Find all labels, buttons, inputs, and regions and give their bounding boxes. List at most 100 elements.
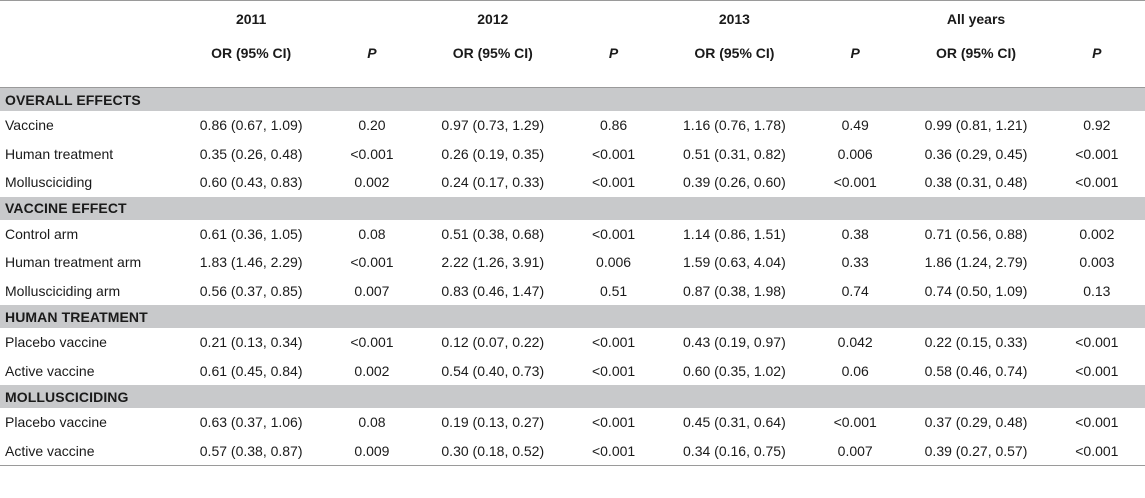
- p-value-cell: <0.001: [591, 145, 636, 162]
- or-ci-cell: 0.38 (0.31, 0.48): [924, 174, 1028, 191]
- p-value-cell: 0.042: [837, 334, 873, 351]
- p-value-cell: 0.006: [837, 145, 873, 162]
- row-label: Mollusciciding arm: [5, 282, 121, 299]
- header-sub-row: OR (95% CI) P OR (95% CI) P OR (95% CI) …: [0, 37, 1145, 69]
- p-value-cell: <0.001: [591, 362, 636, 379]
- or-ci-cell: 1.86 (1.24, 2.79): [924, 254, 1028, 271]
- or-ci-cell: 2.22 (1.26, 3.91): [441, 254, 545, 271]
- row-label: Placebo vaccine: [5, 334, 107, 351]
- row-label: Control arm: [5, 225, 79, 242]
- or-ci-cell: 0.22 (0.15, 0.33): [924, 334, 1028, 351]
- header-year-2012: 2012: [420, 0, 566, 37]
- p-value-cell: <0.001: [1075, 174, 1119, 191]
- p-value-cell: 0.06: [841, 362, 869, 379]
- or-ci-cell: 0.36 (0.29, 0.45): [924, 145, 1028, 162]
- or-ci-cell: 0.74 (0.50, 1.09): [924, 282, 1028, 299]
- or-ci-cell: 0.56 (0.37, 0.85): [199, 282, 303, 299]
- p-value-cell: 0.007: [354, 282, 390, 299]
- table-row: Mollusciciding arm 0.56 (0.37, 0.85) 0.007…: [0, 277, 1145, 306]
- header-spacer: [0, 69, 1145, 88]
- p-value-cell: <0.001: [350, 145, 394, 162]
- or-ci-cell: 0.97 (0.73, 1.29): [441, 117, 545, 134]
- or-ci-cell: 0.86 (0.67, 1.09): [199, 117, 303, 134]
- section-title: VACCINE EFFECT: [0, 196, 1145, 220]
- table-row: Mollusciciding 0.60 (0.43, 0.83) 0.002 0.24…: [0, 168, 1145, 197]
- row-label: Human treatment: [5, 145, 114, 162]
- or-ci-cell: 0.71 (0.56, 0.88): [924, 225, 1028, 242]
- or-ci-cell: 0.61 (0.36, 1.05): [199, 225, 303, 242]
- row-label: Human treatment arm: [5, 254, 142, 271]
- p-value-cell: 0.007: [807, 436, 904, 466]
- p-value-cell: 0.33: [841, 254, 869, 271]
- p-value-cell: <0.001: [1048, 436, 1145, 466]
- table-row: Placebo vaccine 0.63 (0.37, 1.06) 0.08 0.19…: [0, 408, 1145, 437]
- table-row: Active vaccine 0.61 (0.45, 0.84) 0.002 0.54…: [0, 357, 1145, 386]
- p-value-cell: 0.74: [841, 282, 869, 299]
- header-empty: [0, 37, 178, 69]
- header-p: P: [850, 45, 860, 61]
- header-year-gap: [565, 0, 662, 37]
- header-year-gap: [323, 0, 421, 37]
- p-value-cell: <0.001: [591, 225, 636, 242]
- or-ci-cell: 0.61 (0.45, 0.84): [199, 362, 303, 379]
- results-table: 2011 2012 2013 All years OR (95% CI) P O…: [0, 0, 1145, 466]
- p-value-cell: 0.38: [841, 225, 869, 242]
- row-label: Active vaccine: [0, 436, 179, 466]
- or-ci-cell: 0.87 (0.38, 1.98): [683, 282, 786, 299]
- or-ci-cell: 0.30 (0.18, 0.52): [420, 436, 566, 466]
- p-value-cell: <0.001: [591, 174, 636, 191]
- or-ci-cell: 0.99 (0.81, 1.21): [924, 117, 1028, 134]
- p-value-cell: <0.001: [565, 436, 662, 466]
- table-row: Placebo vaccine 0.21 (0.13, 0.34) <0.001 0.…: [0, 328, 1145, 357]
- header-p: P: [608, 45, 619, 61]
- p-value-cell: <0.001: [350, 254, 394, 271]
- header-year-gap: [807, 0, 904, 37]
- or-ci-cell: 0.21 (0.13, 0.34): [199, 334, 303, 351]
- table-body: OVERALL EFFECTS Vaccine 0.86 (0.67, 1.09) 0…: [0, 87, 1145, 466]
- or-ci-cell: 0.83 (0.46, 1.47): [441, 282, 545, 299]
- or-ci-cell: 0.35 (0.26, 0.48): [199, 145, 303, 162]
- or-ci-cell: 0.51 (0.38, 0.68): [441, 225, 545, 242]
- or-ci-cell: 0.34 (0.16, 0.75): [661, 436, 808, 466]
- or-ci-cell: 0.24 (0.17, 0.33): [441, 174, 545, 191]
- header-or: OR (95% CI): [694, 45, 775, 61]
- p-value-cell: <0.001: [591, 334, 636, 351]
- or-ci-cell: 0.60 (0.35, 1.02): [683, 362, 786, 379]
- section-header-row: VACCINE EFFECT: [0, 196, 1145, 220]
- header-year-2013: 2013: [661, 0, 808, 37]
- p-value-cell: 0.009: [323, 436, 421, 466]
- p-value-cell: <0.001: [1075, 362, 1119, 379]
- p-value-cell: <0.001: [1075, 145, 1119, 162]
- or-ci-cell: 0.58 (0.46, 0.74): [924, 362, 1028, 379]
- p-value-cell: 0.86: [599, 117, 628, 134]
- or-ci-cell: 0.12 (0.07, 0.22): [441, 334, 545, 351]
- or-ci-cell: 0.26 (0.19, 0.35): [441, 145, 545, 162]
- p-value-cell: 0.92: [1083, 117, 1111, 134]
- section-header-row: MOLLUSCICIDING: [0, 385, 1145, 408]
- header-or: OR (95% CI): [211, 45, 292, 61]
- section-header-row: OVERALL EFFECTS: [0, 87, 1145, 111]
- or-ci-cell: 0.45 (0.31, 0.64): [683, 414, 786, 431]
- p-value-cell: <0.001: [1075, 334, 1119, 351]
- or-ci-cell: 0.39 (0.26, 0.60): [683, 174, 786, 191]
- p-value-cell: <0.001: [833, 414, 877, 431]
- or-ci-cell: 0.54 (0.40, 0.73): [441, 362, 545, 379]
- section-title: MOLLUSCICIDING: [0, 385, 1145, 408]
- header-or: OR (95% CI): [935, 45, 1017, 61]
- header-year-2011: 2011: [178, 0, 324, 37]
- row-label: Placebo vaccine: [5, 414, 107, 431]
- table-row: Control arm 0.61 (0.36, 1.05) 0.08 0.51 (0.…: [0, 220, 1145, 249]
- table-row: Human treatment arm 1.83 (1.46, 2.29) <0.0…: [0, 248, 1145, 277]
- p-value-cell: 0.08: [358, 225, 386, 242]
- p-value-cell: 0.006: [596, 254, 632, 271]
- p-value-cell: 0.51: [599, 282, 628, 299]
- p-value-cell: <0.001: [833, 174, 877, 191]
- p-value-cell: 0.49: [841, 117, 869, 134]
- header-year-all: All years: [903, 0, 1049, 37]
- p-value-cell: 0.002: [354, 362, 390, 379]
- row-label: Active vaccine: [5, 362, 95, 379]
- header-p: P: [1092, 45, 1102, 61]
- section-title: OVERALL EFFECTS: [0, 87, 1145, 111]
- or-ci-cell: 1.16 (0.76, 1.78): [683, 117, 786, 134]
- section-header-row: HUMAN TREATMENT: [0, 305, 1145, 328]
